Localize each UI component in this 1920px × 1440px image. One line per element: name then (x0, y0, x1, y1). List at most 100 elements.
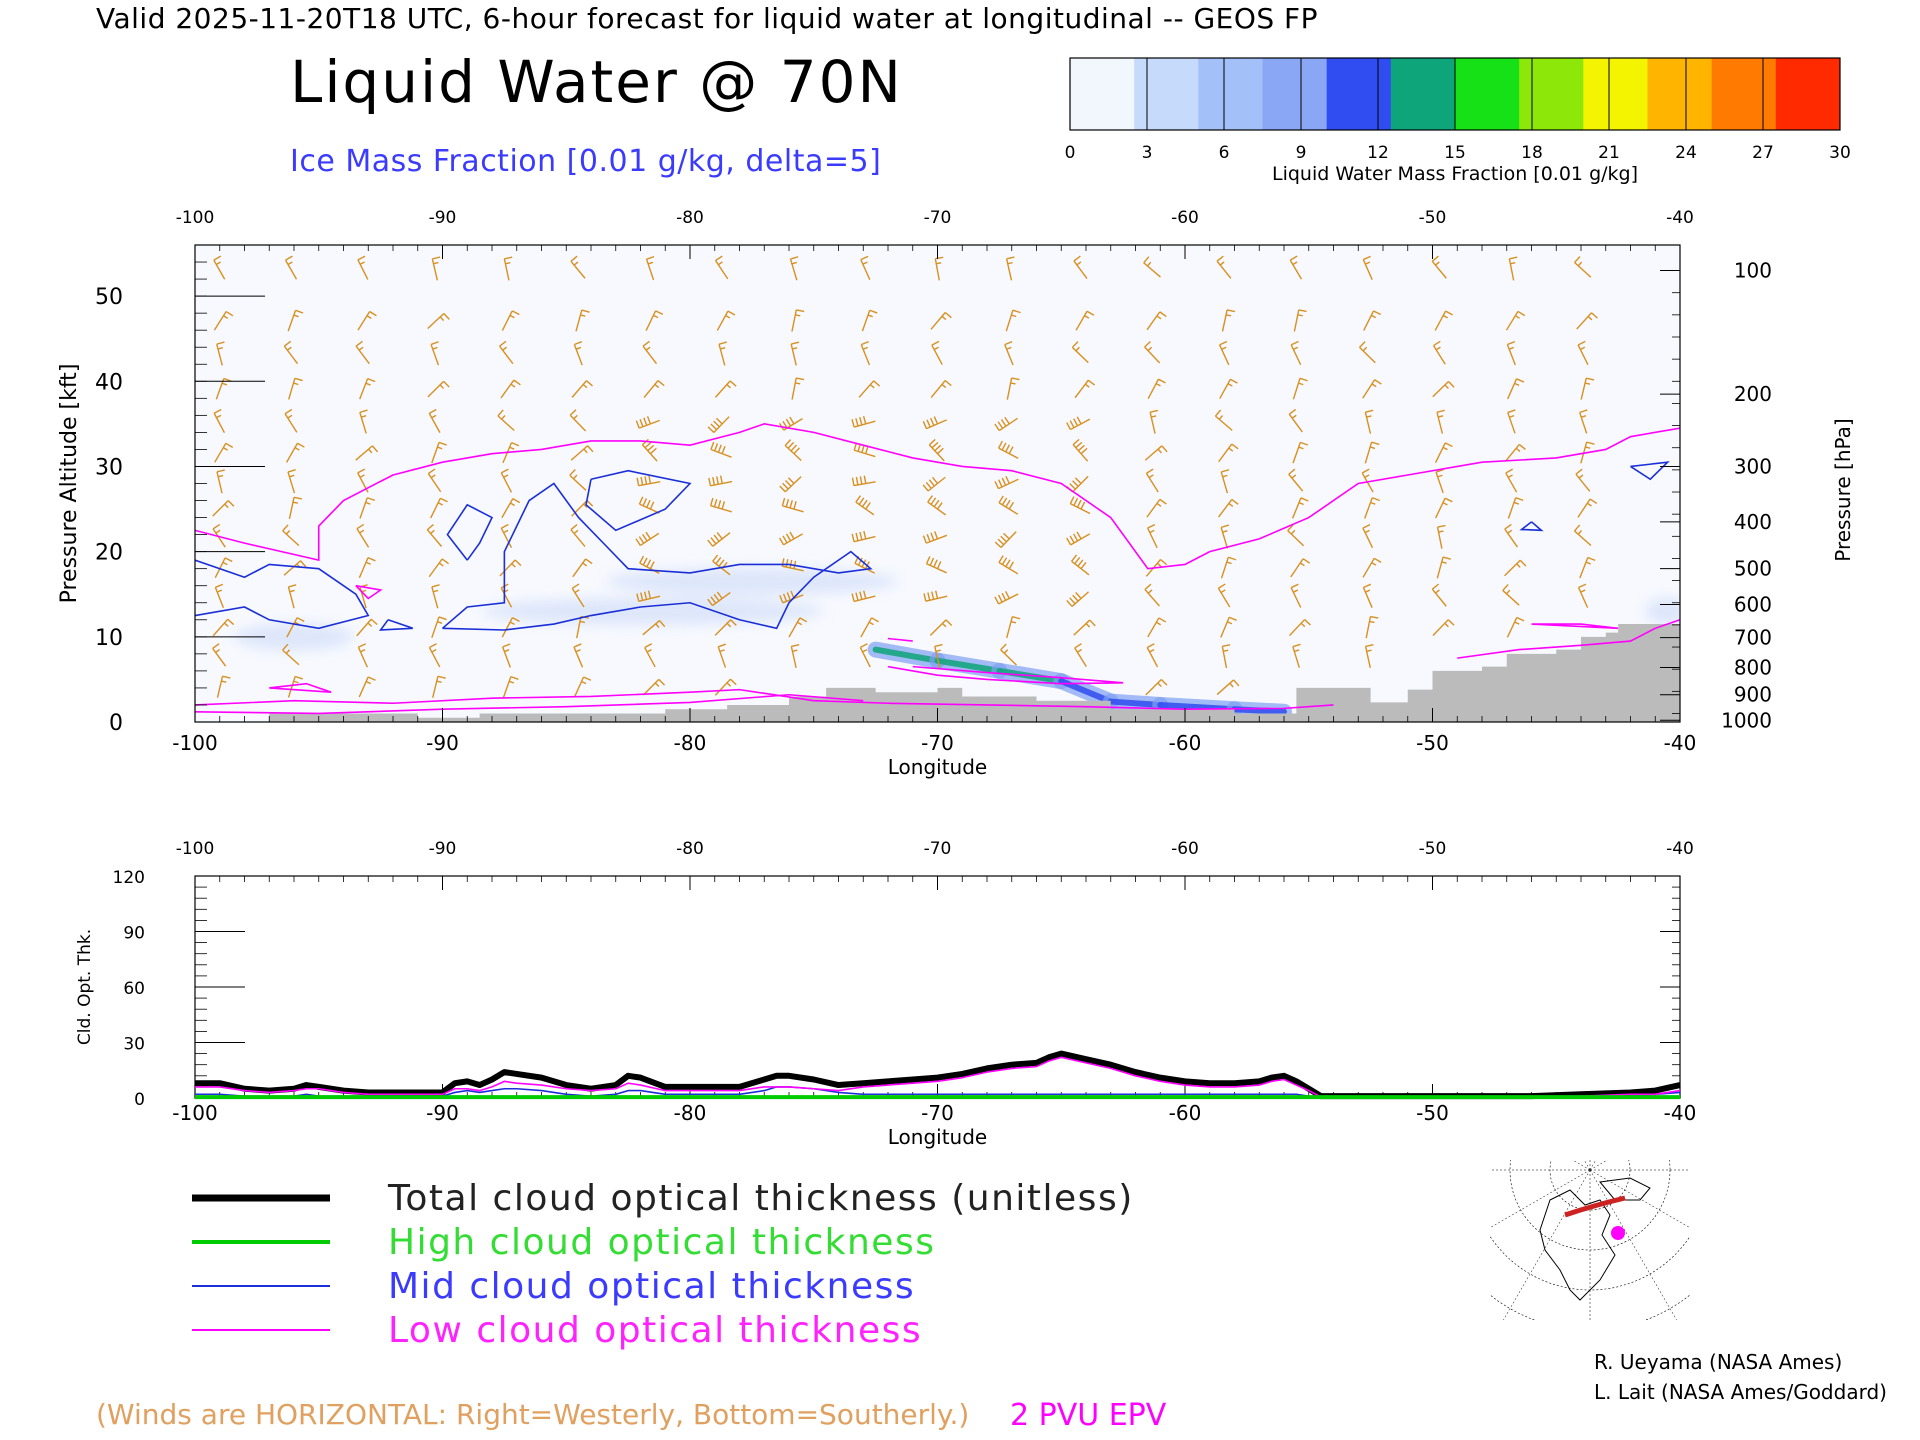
wind-barb (642, 340, 658, 365)
wind-barb-shaft (644, 643, 656, 668)
wind-barb-shaft (428, 643, 441, 668)
wind-barb (569, 409, 587, 432)
wind-barb-shaft (709, 497, 732, 513)
legend-label: Total cloud optical thickness (unitless) (387, 1178, 1130, 1219)
wind-barb-shaft (571, 499, 594, 517)
wind-barb-shaft (1292, 441, 1309, 464)
wind-barb (1290, 583, 1302, 608)
epv-contour (355, 584, 383, 600)
x-tick-label-top: -100 (176, 839, 215, 859)
wind-barb-shaft (357, 255, 369, 280)
wind-barb-shaft (1362, 255, 1373, 280)
x-tick-label-top: -80 (676, 839, 704, 859)
wind-barb-shaft (216, 675, 231, 698)
wind-barb-shaft (502, 675, 519, 698)
wind-barb (212, 618, 235, 637)
wind-barb-shaft (1577, 583, 1589, 608)
wind-barb-shaft (500, 468, 513, 493)
wind-barb-shaft (998, 440, 1019, 459)
pressure-tick-label: 800 (1734, 655, 1772, 679)
wind-barb-shaft (1290, 340, 1302, 366)
wind-barb (428, 643, 441, 668)
wind-barb-shaft (503, 256, 513, 281)
ice-haze-patch (482, 597, 824, 626)
wind-barb (707, 591, 731, 607)
wind-barb-shaft (426, 524, 443, 547)
wind-barb-shaft (789, 256, 799, 281)
wind-barb (708, 475, 733, 487)
colorbar-tick-label: 6 (1219, 143, 1230, 163)
wind-barb (356, 618, 378, 637)
wind-barb (431, 584, 440, 609)
wind-barb (717, 643, 727, 668)
wind-barb-shaft (570, 523, 586, 547)
wind-barb-shaft (1436, 524, 1446, 549)
wind-barb (645, 255, 655, 281)
pressure-tick-label: 900 (1734, 683, 1772, 707)
terrain (195, 624, 1680, 722)
wind-barb-shaft (357, 310, 377, 331)
wind-barb (216, 469, 225, 494)
wind-barb-shaft (1577, 498, 1598, 518)
wind-barb (1508, 256, 1518, 281)
wind-barb (928, 438, 945, 462)
wind-barb (1066, 591, 1090, 607)
wind-barb (287, 309, 304, 332)
wind-barb (503, 256, 513, 281)
x-tick-label: -80 (674, 1101, 707, 1125)
wind-barb-shaft (1005, 309, 1021, 332)
wind-barb (1144, 340, 1161, 364)
wind-barb (1432, 619, 1455, 636)
wind-barb (431, 256, 441, 281)
wind-barb-shaft (1434, 310, 1453, 331)
wind-barb (212, 643, 227, 667)
epv-contour (1531, 623, 1619, 630)
wind-barb-shaft (1507, 409, 1516, 434)
wind-barb-shaft (1288, 408, 1303, 433)
wind-barb-shaft (1218, 340, 1230, 366)
wind-barb (1146, 643, 1159, 668)
wind-barb (426, 524, 443, 547)
wind-barb (287, 469, 296, 494)
wind-barb-shaft (1006, 616, 1021, 639)
wind-barb (1506, 616, 1525, 638)
wind-barb-shaft (570, 255, 586, 279)
y-tick-label: 0 (109, 711, 123, 736)
wind-barb (791, 309, 805, 332)
wind-barb (572, 558, 593, 578)
wind-barb (215, 377, 232, 400)
wind-barb-shaft (998, 495, 1019, 515)
wind-barb (1290, 340, 1302, 366)
wind-barb-shaft (784, 439, 802, 462)
wind-barb-shaft (569, 409, 587, 432)
x-tick-label-top: -80 (676, 208, 704, 228)
wind-barb (570, 255, 586, 279)
wind-barb-shaft (925, 556, 947, 574)
wind-barb-shaft (1143, 256, 1161, 278)
wind-barb (356, 523, 370, 548)
wind-barb-shaft (356, 523, 370, 548)
wind-barb (357, 643, 369, 668)
wind-barb (1580, 377, 1595, 400)
wind-barb-shaft (790, 341, 800, 366)
wind-barb (929, 619, 953, 636)
wind-barb-shaft (928, 438, 945, 462)
wind-barb (635, 416, 661, 429)
wind-barb (1504, 443, 1526, 462)
wind-barb (714, 255, 729, 280)
wind-barb-shaft (1359, 341, 1376, 364)
wind-barb-shaft (287, 309, 304, 332)
wind-barb-shaft (427, 468, 442, 493)
colorbar-tick-label: 24 (1675, 143, 1697, 163)
wind-barb-shaft (1504, 559, 1527, 577)
x-tick-label: -90 (426, 731, 459, 755)
wind-barb-shaft (573, 643, 584, 668)
wind-barb (1577, 583, 1589, 608)
wind-barb (859, 643, 871, 668)
wind-barb-shaft (571, 583, 585, 608)
wind-barb (1000, 643, 1017, 666)
wind-barb-shaft (1505, 310, 1526, 331)
wind-barb-shaft (1362, 583, 1373, 608)
y-tick-label: 50 (95, 285, 123, 310)
wind-barb (501, 310, 520, 331)
